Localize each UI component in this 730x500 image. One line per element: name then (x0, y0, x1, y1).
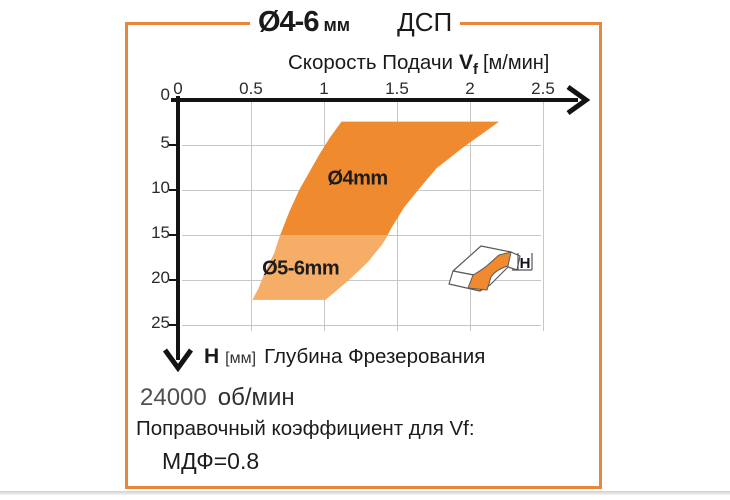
correction-factor-label: Поправочный коэффициент для Vf: (136, 417, 475, 440)
title-material: ДСП (397, 7, 453, 37)
y-tick-mark (169, 144, 178, 146)
gridline-vertical (543, 102, 544, 331)
x-tick-label: 2.5 (531, 79, 555, 98)
y-axis-title: H [мм] Глубина Фрезерования (204, 345, 485, 369)
band-region-label: Ø4mm (327, 167, 387, 189)
y-tick-label: 20 (151, 268, 170, 287)
y-tick-label: 25 (151, 313, 170, 332)
gridline-vertical (470, 102, 471, 331)
title-diameter-unit: мм (323, 15, 351, 35)
y-tick-mark (169, 279, 178, 281)
y-axis-line (176, 96, 180, 360)
gridline-horizontal (182, 325, 541, 326)
gridline-horizontal (182, 280, 541, 281)
gridline-vertical (251, 102, 252, 331)
y-tick-mark (169, 234, 178, 236)
y-tick-label: 10 (151, 178, 170, 197)
y-tick-label: 15 (151, 223, 170, 242)
x-axis-line (171, 98, 578, 102)
x-axis-arrow-icon (566, 84, 590, 116)
x-axis-symbol-subscript: f (472, 61, 478, 79)
page-edge-shadow (0, 491, 730, 495)
x-tick-label: 1 (319, 79, 329, 98)
y-axis-arrow-icon (162, 348, 194, 372)
y-tick-label: 0 (160, 85, 170, 104)
band-region-Ø5-6mm (252, 235, 389, 300)
band-region-label: Ø5-6mm (262, 257, 339, 279)
y-axis-title-text: Глубина Фрезерования (264, 345, 486, 368)
x-tick-label: 2 (465, 79, 475, 98)
y-tick-mark (169, 324, 178, 326)
y-tick-label: 5 (160, 133, 170, 152)
x-axis-symbol: V (458, 51, 473, 74)
mdf-correction-value: МДФ=0.8 (162, 448, 260, 474)
y-axis-unit: [мм] (225, 350, 257, 367)
feed-rate-band-chart: Ø4mm Ø5-6mm (252, 121, 500, 300)
x-tick-label: 0 (173, 79, 183, 98)
rpm-unit: об/мин (217, 384, 295, 411)
x-axis-unit: [м/мин] (482, 52, 550, 74)
depth-dimension-bracket (512, 253, 533, 271)
x-tick-label: 1.5 (385, 79, 409, 98)
x-axis-title: Скорость Подачи Vf [м/мин] (288, 51, 549, 78)
x-tick-label: 0.5 (239, 79, 263, 98)
milling-depth-icon: H (448, 245, 533, 292)
title-diameter: Ø4-6 (258, 6, 319, 38)
x-axis-title-text: Скорость Подачи (288, 51, 453, 74)
rpm-value: 24000 (140, 384, 207, 411)
depth-label: H (520, 255, 531, 272)
y-axis-symbol: H (204, 345, 220, 368)
y-tick-mark (169, 189, 178, 191)
rpm-line: 24000 об/мин (140, 384, 295, 412)
milled-groove (467, 251, 512, 291)
chart-title: Ø4-6 мм ДСП (250, 5, 461, 41)
